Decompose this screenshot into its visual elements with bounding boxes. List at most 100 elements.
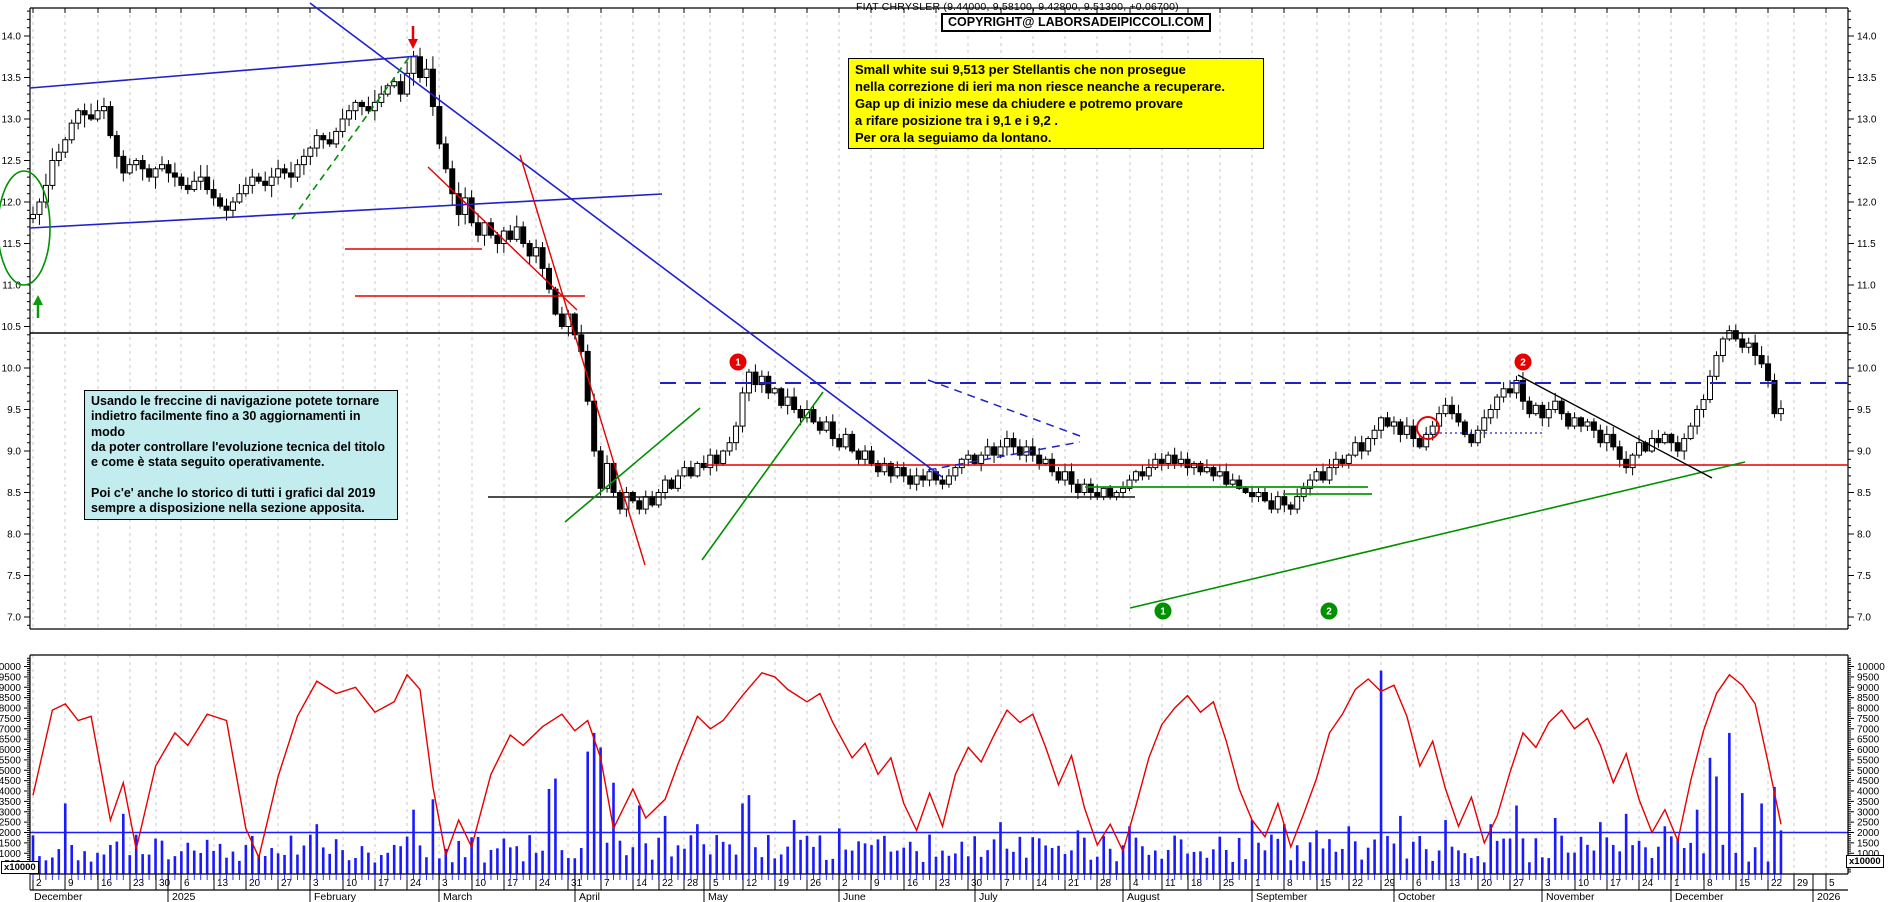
svg-text:10.5: 10.5 xyxy=(1857,322,1877,333)
svg-text:30: 30 xyxy=(159,878,171,889)
svg-text:21: 21 xyxy=(1068,878,1080,889)
svg-text:7.5: 7.5 xyxy=(7,571,21,582)
svg-text:December: December xyxy=(1675,891,1724,902)
copyright-badge: COPYRIGHT@ LABORSADEIPICCOLI.COM xyxy=(941,13,1211,32)
svg-text:2000: 2000 xyxy=(1857,828,1880,839)
svg-text:6: 6 xyxy=(184,878,190,889)
svg-text:3500: 3500 xyxy=(0,797,21,808)
svg-text:5500: 5500 xyxy=(1857,755,1880,766)
svg-text:8.5: 8.5 xyxy=(1857,488,1871,499)
svg-text:September: September xyxy=(1256,891,1308,902)
svg-text:5000: 5000 xyxy=(0,766,21,777)
svg-text:3000: 3000 xyxy=(1857,807,1880,818)
svg-text:16: 16 xyxy=(101,878,113,889)
svg-text:1000: 1000 xyxy=(0,849,21,860)
candlesticks xyxy=(30,47,1784,517)
svg-text:7: 7 xyxy=(1004,878,1010,889)
svg-text:8.0: 8.0 xyxy=(7,530,21,541)
annotation-markers: 1 2 1 2 xyxy=(0,26,1532,620)
svg-text:March: March xyxy=(443,891,472,902)
svg-text:13: 13 xyxy=(217,878,229,889)
svg-text:6500: 6500 xyxy=(0,735,21,746)
svg-text:8: 8 xyxy=(1287,878,1293,889)
svg-text:6000: 6000 xyxy=(1857,745,1880,756)
svg-text:30: 30 xyxy=(971,878,983,889)
svg-text:28: 28 xyxy=(1100,878,1112,889)
x-axis: 2 9 16 23 30 6 13 20 27 3 10 17 24 3 10 17 24 31 7 14 22 28 5 1… xyxy=(29,8,1841,902)
svg-text:19: 19 xyxy=(778,878,790,889)
svg-text:August: August xyxy=(1127,891,1160,902)
svg-text:12.5: 12.5 xyxy=(1857,156,1877,167)
svg-text:15: 15 xyxy=(1739,878,1751,889)
svg-text:2025: 2025 xyxy=(172,891,196,902)
svg-text:8.5: 8.5 xyxy=(7,488,21,499)
volume-multiplier-right: x10000 xyxy=(1846,855,1884,868)
svg-text:14: 14 xyxy=(636,878,648,889)
svg-text:10.0: 10.0 xyxy=(2,364,22,375)
svg-text:10.5: 10.5 xyxy=(2,322,22,333)
svg-text:17: 17 xyxy=(507,878,519,889)
svg-text:9500: 9500 xyxy=(0,672,21,683)
svg-text:1: 1 xyxy=(1674,878,1680,889)
svg-text:11.5: 11.5 xyxy=(2,239,21,250)
svg-text:23: 23 xyxy=(939,878,951,889)
svg-text:2026: 2026 xyxy=(1817,891,1841,902)
svg-text:3: 3 xyxy=(313,878,319,889)
svg-text:24: 24 xyxy=(539,878,551,889)
svg-text:2500: 2500 xyxy=(0,818,21,829)
navigation-note: Usando le freccine di navigazione potete… xyxy=(84,390,398,521)
svg-text:18: 18 xyxy=(1191,878,1203,889)
svg-text:4: 4 xyxy=(1133,878,1139,889)
svg-text:22: 22 xyxy=(1771,878,1783,889)
svg-text:9: 9 xyxy=(68,878,74,889)
svg-text:14.0: 14.0 xyxy=(2,32,22,43)
svg-text:5: 5 xyxy=(1829,878,1835,889)
svg-text:14.0: 14.0 xyxy=(1857,32,1877,43)
svg-text:10: 10 xyxy=(346,878,358,889)
svg-text:8000: 8000 xyxy=(1857,704,1880,715)
svg-text:1: 1 xyxy=(735,358,741,369)
svg-text:7: 7 xyxy=(604,878,610,889)
svg-text:5: 5 xyxy=(713,878,719,889)
svg-text:8.0: 8.0 xyxy=(1857,530,1871,541)
svg-text:2: 2 xyxy=(1326,607,1332,618)
svg-text:9.5: 9.5 xyxy=(7,405,21,416)
svg-text:22: 22 xyxy=(1352,878,1364,889)
svg-text:7.5: 7.5 xyxy=(1857,571,1871,582)
svg-text:27: 27 xyxy=(1513,878,1525,889)
svg-text:11.0: 11.0 xyxy=(1857,281,1876,292)
svg-text:29: 29 xyxy=(1797,878,1809,889)
svg-text:9000: 9000 xyxy=(0,683,21,694)
svg-text:10000: 10000 xyxy=(1857,662,1885,673)
svg-text:May: May xyxy=(708,891,729,902)
svg-text:13.0: 13.0 xyxy=(1857,115,1877,126)
svg-text:28: 28 xyxy=(687,878,699,889)
svg-text:10000: 10000 xyxy=(0,662,21,673)
svg-text:12: 12 xyxy=(746,878,758,889)
svg-text:22: 22 xyxy=(662,878,674,889)
svg-text:April: April xyxy=(579,891,600,902)
svg-text:1000: 1000 xyxy=(1857,849,1880,860)
svg-text:31: 31 xyxy=(571,878,583,889)
svg-text:7500: 7500 xyxy=(1857,714,1880,725)
svg-text:1: 1 xyxy=(1255,878,1261,889)
svg-text:2000: 2000 xyxy=(0,828,21,839)
svg-text:7.0: 7.0 xyxy=(7,613,21,624)
volume-indicator-line xyxy=(32,671,1782,860)
svg-text:11.5: 11.5 xyxy=(1857,239,1876,250)
svg-text:December: December xyxy=(34,891,83,902)
svg-text:October: October xyxy=(1398,891,1436,902)
panel-borders xyxy=(29,7,1849,891)
svg-text:26: 26 xyxy=(810,878,822,889)
svg-text:February: February xyxy=(314,891,357,902)
svg-text:2: 2 xyxy=(1520,358,1526,369)
svg-text:10: 10 xyxy=(475,878,487,889)
svg-text:June: June xyxy=(843,891,866,902)
svg-text:7.0: 7.0 xyxy=(1857,613,1871,624)
svg-text:20: 20 xyxy=(1481,878,1493,889)
svg-text:13.5: 13.5 xyxy=(1857,73,1877,84)
svg-text:9500: 9500 xyxy=(1857,672,1880,683)
svg-text:7500: 7500 xyxy=(0,714,21,725)
